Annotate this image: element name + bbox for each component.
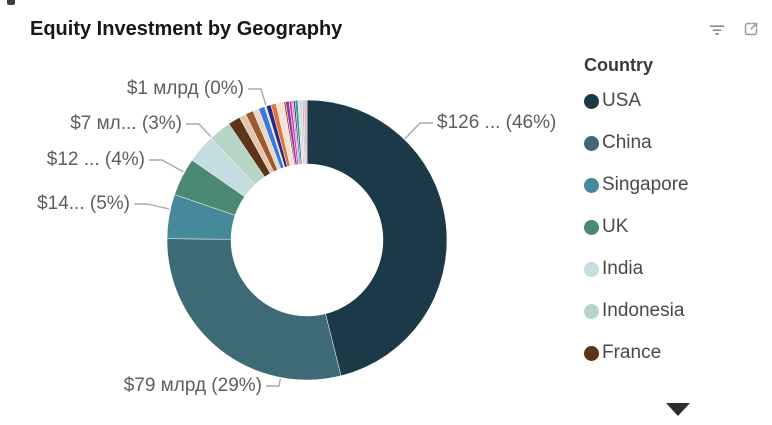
- legend-swatch-indonesia: [584, 303, 599, 319]
- filter-icon[interactable]: [708, 20, 726, 38]
- legend-label: Indonesia: [602, 300, 685, 321]
- slice-o18[interactable]: [303, 99, 308, 165]
- visual-header-toolbar: [708, 20, 760, 38]
- legend-label: Singapore: [602, 174, 689, 195]
- legend-swatch-china: [584, 135, 599, 151]
- legend-item-india[interactable]: India: [584, 248, 770, 290]
- legend-label: France: [602, 342, 662, 363]
- legend-label: China: [602, 132, 652, 153]
- chart-title: Equity Investment by Geography: [30, 18, 343, 40]
- legend-item-uk[interactable]: UK: [584, 206, 770, 248]
- legend-label: USA: [602, 90, 642, 111]
- focus-mode-icon[interactable]: [742, 20, 760, 38]
- slice-usa[interactable]: [306, 99, 448, 377]
- callout-leader-lines: [134, 88, 433, 387]
- legend-item-usa[interactable]: USA: [584, 80, 770, 122]
- leader-line-indonesia: [186, 123, 212, 138]
- donut-slices: [166, 99, 448, 381]
- callout-label-o8: $1 млрд (0%): [126, 78, 244, 99]
- corner-artifact: [7, 0, 15, 5]
- leader-line-usa: [404, 122, 433, 140]
- callout-label-indonesia: $7 мл... (3%): [70, 113, 182, 134]
- chevron-down-icon[interactable]: [666, 403, 690, 416]
- legend: Country USA China Singapore UK India Indonesi…: [584, 55, 770, 374]
- leader-line-singapore: [134, 203, 170, 210]
- legend-item-singapore[interactable]: Singapore: [584, 164, 770, 206]
- leader-line-o8: [248, 88, 267, 106]
- legend-title: Country: [584, 55, 653, 75]
- callout-label-china: $79 млрд (29%): [123, 375, 262, 396]
- legend-item-france[interactable]: France: [584, 332, 770, 374]
- leader-line-uk: [149, 159, 184, 173]
- legend-swatch-uk: [584, 219, 599, 235]
- legend-label: India: [602, 258, 644, 279]
- legend-swatch-france: [584, 345, 599, 361]
- callout-label-usa: $126 ... (46%): [437, 112, 557, 133]
- legend-swatch-singapore: [584, 177, 599, 193]
- legend-items: USA China Singapore UK India Indonesia France: [584, 80, 770, 374]
- legend-item-indonesia[interactable]: Indonesia: [584, 290, 770, 332]
- slice-china[interactable]: [166, 238, 342, 381]
- legend-swatch-usa: [584, 93, 599, 109]
- legend-item-china[interactable]: China: [584, 122, 770, 164]
- callout-label-uk: $12 ... (4%): [46, 149, 145, 170]
- callout-label-singapore: $14... (5%): [37, 193, 130, 214]
- leader-line-china: [266, 378, 282, 387]
- legend-label: UK: [602, 216, 629, 237]
- legend-swatch-india: [584, 261, 599, 277]
